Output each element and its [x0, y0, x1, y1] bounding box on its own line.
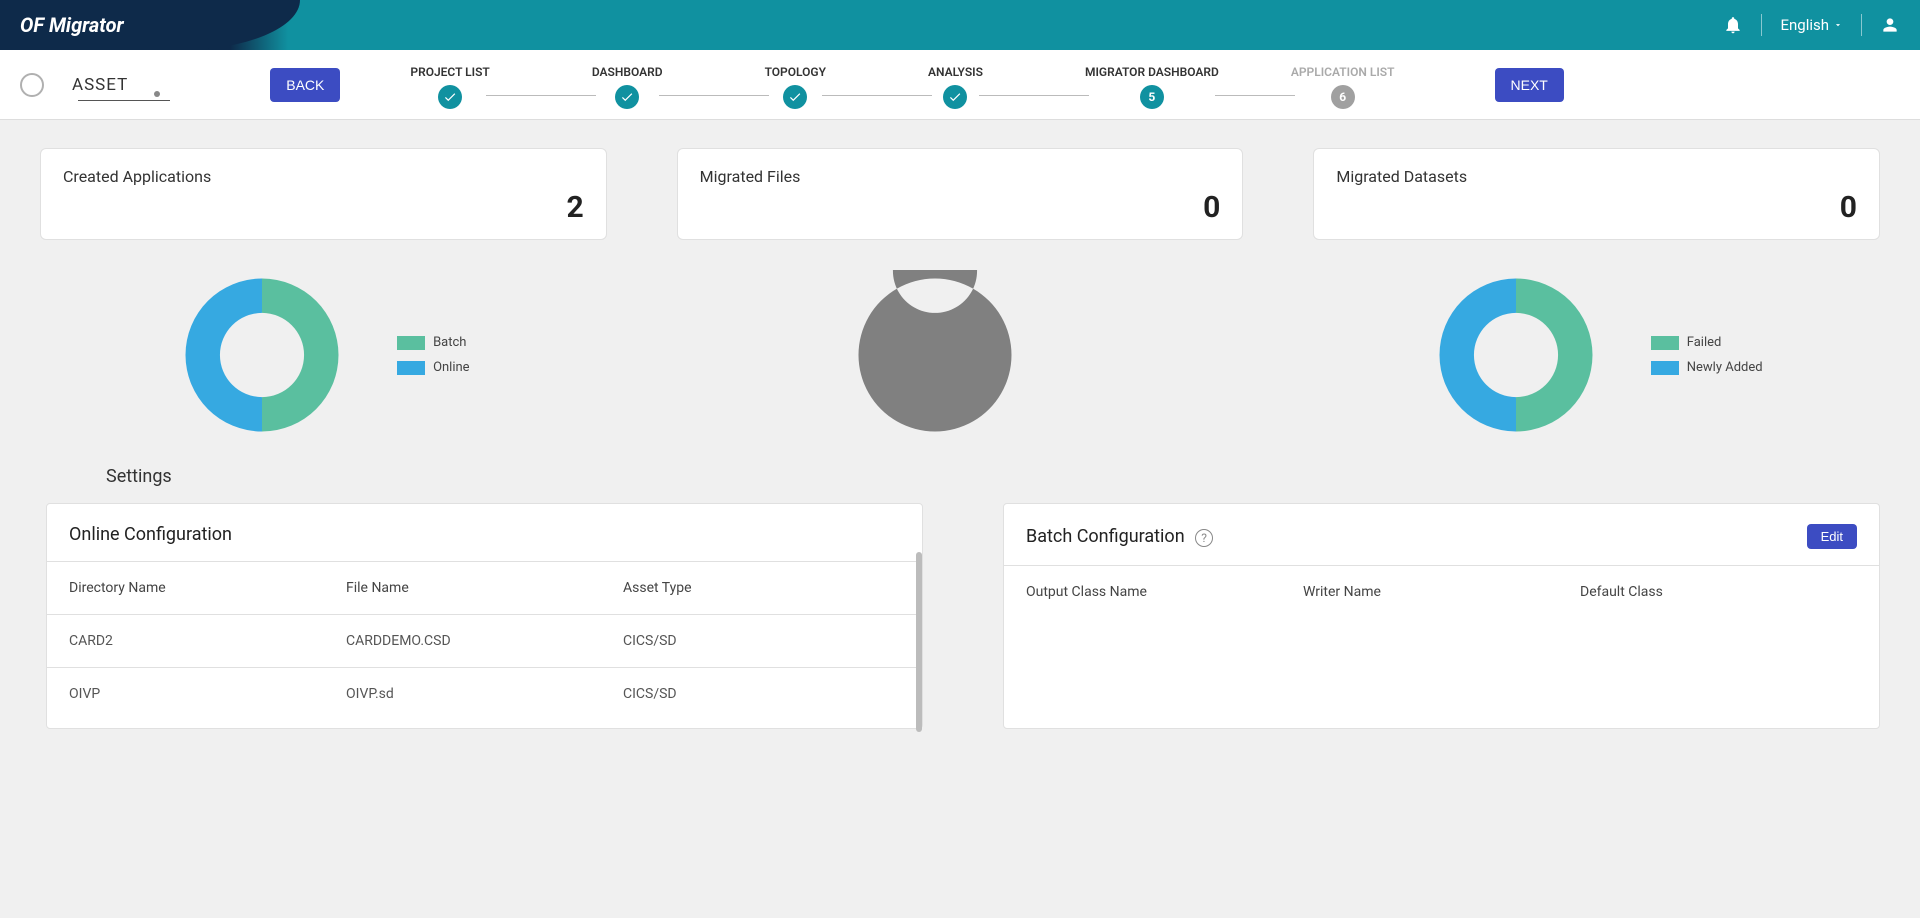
col-header: Asset Type [623, 580, 900, 596]
logo: OF Migrator [20, 0, 300, 50]
table-cell: CICS/SD [623, 686, 900, 702]
step-application-list[interactable]: APPLICATION LIST 6 [1291, 65, 1395, 109]
chart-created-applications: Batch Online [40, 270, 607, 440]
edit-button[interactable]: Edit [1807, 524, 1857, 549]
product-name: OF Migrator [20, 13, 124, 37]
step-number: 5 [1140, 85, 1164, 109]
stat-title: Migrated Files [700, 167, 1221, 186]
table-cell: CICS/SD [623, 633, 900, 649]
online-config-title: Online Configuration [69, 524, 232, 545]
next-button[interactable]: NEXT [1495, 68, 1564, 102]
step-progress: PROJECT LIST DASHBOARD TOPOLOGY ANALYSIS… [410, 65, 1394, 109]
step-dashboard[interactable]: DASHBOARD [592, 65, 663, 109]
donut-chart [1431, 270, 1601, 440]
legend-item: Failed [1651, 335, 1763, 350]
col-header: Output Class Name [1026, 584, 1303, 600]
scrollbar-thumb[interactable] [916, 552, 922, 732]
chart-migrated-datasets: Failed Newly Added [1313, 270, 1880, 440]
legend-item: Batch [397, 335, 470, 350]
legend-label: Batch [433, 335, 466, 350]
legend-swatch [1651, 336, 1679, 350]
step-analysis[interactable]: ANALYSIS [928, 65, 983, 109]
legend-item: Online [397, 360, 470, 375]
nav-bar: ASSET BACK PROJECT LIST DASHBOARD TOPOLO… [0, 50, 1920, 120]
legend-label: Online [433, 360, 470, 375]
table-header: Directory Name File Name Asset Type [47, 561, 922, 614]
help-icon[interactable]: ? [1195, 529, 1213, 547]
stat-title: Created Applications [63, 167, 584, 186]
stat-value: 0 [700, 190, 1221, 225]
table-row[interactable]: OIVPOIVP.sdCICS/SD [47, 667, 922, 720]
legend-item: Newly Added [1651, 360, 1763, 375]
user-icon[interactable] [1880, 15, 1900, 35]
language-label: English [1780, 16, 1829, 34]
legend-swatch [397, 361, 425, 375]
donut-chart [177, 270, 347, 440]
notifications-icon[interactable] [1723, 15, 1743, 35]
legend-label: Newly Added [1687, 360, 1763, 375]
back-button[interactable]: BACK [270, 68, 340, 102]
col-header: Directory Name [69, 580, 346, 596]
stat-migrated-datasets: Migrated Datasets 0 [1313, 148, 1880, 240]
table-cell: CARDDEMO.CSD [346, 633, 623, 649]
step-migrator-dashboard[interactable]: MIGRATOR DASHBOARD 5 [1085, 65, 1219, 109]
legend-swatch [397, 336, 425, 350]
stat-value: 2 [63, 190, 584, 225]
table-cell: OIVP.sd [346, 686, 623, 702]
stat-migrated-files: Migrated Files 0 [677, 148, 1244, 240]
check-icon [783, 85, 807, 109]
batch-config-title: Batch Configuration ? [1026, 526, 1213, 547]
app-header: OF Migrator English [0, 0, 1920, 50]
asset-circle-icon [20, 73, 44, 97]
table-cell: OIVP [69, 686, 346, 702]
asset-label: ASSET [72, 75, 128, 95]
main-content: Created Applications 2 Migrated Files 0 … [0, 120, 1920, 918]
step-project-list[interactable]: PROJECT LIST [410, 65, 489, 109]
settings-heading: Settings [106, 466, 1880, 487]
table-cell: CARD2 [69, 633, 346, 649]
online-configuration-card: Online Configuration Directory Name File… [46, 503, 923, 729]
stat-value: 0 [1336, 190, 1857, 225]
donut-chart [850, 270, 1020, 440]
col-header: Default Class [1580, 584, 1857, 600]
stat-title: Migrated Datasets [1336, 167, 1857, 186]
dot-icon [154, 91, 160, 97]
chevron-down-icon [1833, 20, 1843, 30]
language-selector[interactable]: English [1780, 16, 1843, 34]
check-icon [615, 85, 639, 109]
step-topology[interactable]: TOPOLOGY [765, 65, 826, 109]
table-row[interactable]: CARD2CARDDEMO.CSDCICS/SD [47, 614, 922, 667]
chart-legend: Batch Online [397, 335, 470, 375]
step-number: 6 [1331, 85, 1355, 109]
chart-legend: Failed Newly Added [1651, 335, 1763, 375]
batch-configuration-card: Batch Configuration ? Edit Output Class … [1003, 503, 1880, 729]
check-icon [438, 85, 462, 109]
stat-created-applications: Created Applications 2 [40, 148, 607, 240]
asset-tab[interactable]: ASSET [20, 73, 160, 97]
table-header: Output Class Name Writer Name Default Cl… [1004, 565, 1879, 618]
check-icon [943, 85, 967, 109]
col-header: File Name [346, 580, 623, 596]
legend-swatch [1651, 361, 1679, 375]
chart-migrated-files [677, 270, 1244, 440]
legend-label: Failed [1687, 335, 1722, 350]
col-header: Writer Name [1303, 584, 1580, 600]
